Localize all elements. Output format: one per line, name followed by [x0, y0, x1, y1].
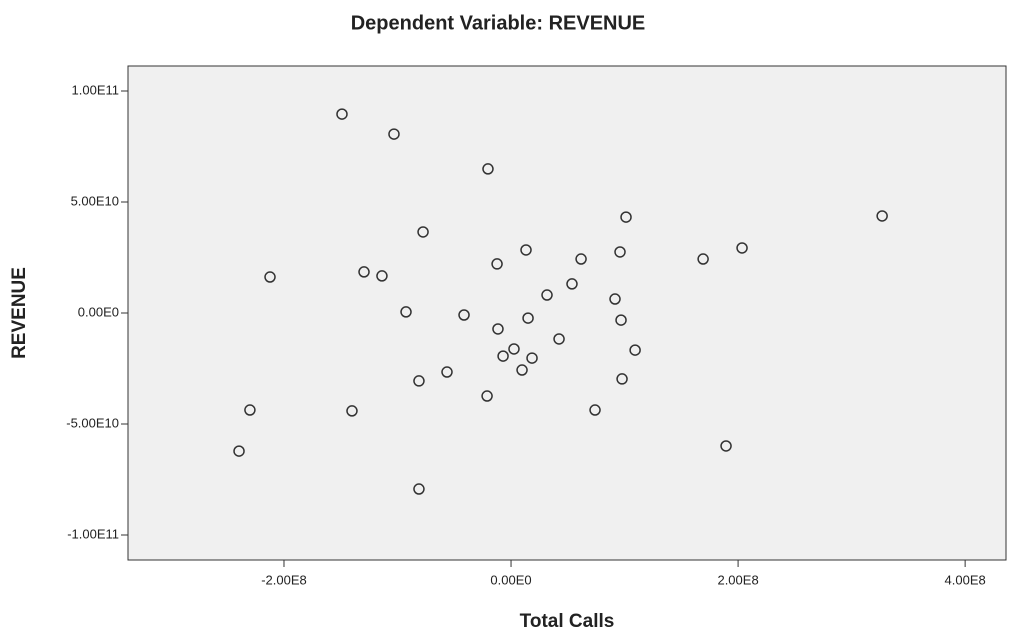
point: [491, 258, 503, 270]
point: [346, 405, 358, 417]
point: [620, 211, 632, 223]
point: [508, 343, 520, 355]
point: [417, 226, 429, 238]
point: [264, 271, 276, 283]
point: [244, 404, 256, 416]
x-tick-label: 2.00E8: [717, 572, 758, 587]
point: [458, 309, 470, 321]
point: [441, 366, 453, 378]
y-tick-label: 1.00E11: [72, 82, 119, 97]
point: [541, 289, 553, 301]
point: [566, 278, 578, 290]
point: [388, 128, 400, 140]
point: [413, 375, 425, 387]
point: [336, 108, 348, 120]
point: [615, 314, 627, 326]
point: [736, 242, 748, 254]
chart-title: Dependent Variable: REVENUE: [351, 12, 646, 34]
point: [526, 352, 538, 364]
point: [589, 404, 601, 416]
point: [376, 270, 388, 282]
point: [876, 210, 888, 222]
point: [522, 312, 534, 324]
point: [720, 440, 732, 452]
point: [516, 364, 528, 376]
point: [553, 333, 565, 345]
point: [697, 253, 709, 265]
point: [616, 373, 628, 385]
point: [497, 350, 509, 362]
x-tick-label: 4.00E8: [945, 572, 986, 587]
y-tick-label: 5.00E10: [71, 193, 119, 208]
point: [482, 163, 494, 175]
point: [358, 266, 370, 278]
y-axis-label: REVENUE: [9, 267, 30, 359]
point: [481, 390, 493, 402]
point: [520, 244, 532, 256]
point: [609, 293, 621, 305]
plot-area: [127, 65, 1007, 561]
x-tick-label: 0.00E0: [490, 572, 531, 587]
x-tick-label: -2.00E8: [261, 572, 307, 587]
x-axis-label: Total Calls: [520, 611, 615, 632]
point: [614, 246, 626, 258]
point: [413, 483, 425, 495]
point: [575, 253, 587, 265]
point: [629, 344, 641, 356]
point: [233, 445, 245, 457]
point: [492, 323, 504, 335]
y-tick-label: 0.00E0: [78, 304, 119, 319]
y-tick-label: -1.00E11: [67, 526, 119, 541]
point: [400, 306, 412, 318]
y-tick-label: -5.00E10: [66, 415, 119, 430]
